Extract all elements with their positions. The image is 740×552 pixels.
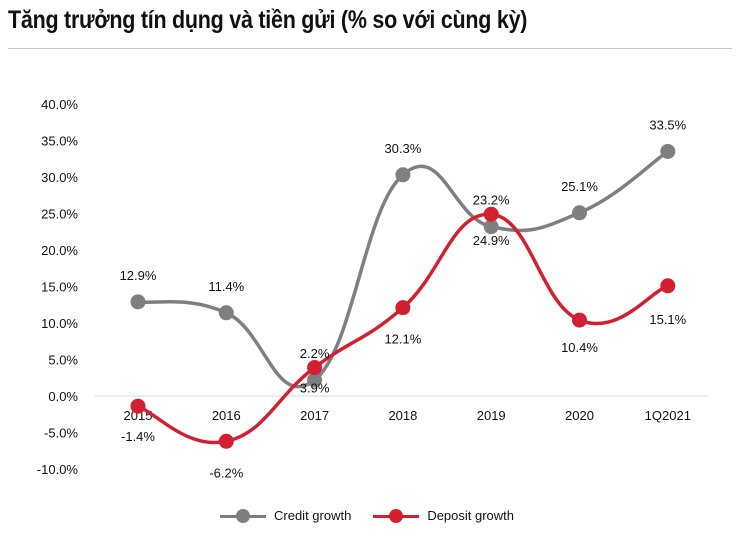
credit-point <box>395 167 411 183</box>
credit-point <box>483 219 499 235</box>
credit-data-label: 23.2% <box>473 193 510 208</box>
deposit-point <box>572 312 587 328</box>
x-tick-label: 2017 <box>300 408 329 423</box>
credit-data-label: 11.4% <box>208 279 244 294</box>
legend-swatch-credit <box>220 508 266 523</box>
deposit-data-label: 12.1% <box>384 332 421 347</box>
y-tick-label: 20.0% <box>41 243 78 258</box>
y-tick-label: 30.0% <box>41 170 78 185</box>
deposit-point <box>307 360 323 376</box>
deposit-data-label: 10.4% <box>561 340 598 355</box>
legend-item-credit: Credit growth <box>220 508 351 523</box>
credit-data-label: 12.9% <box>120 268 157 283</box>
deposit-data-label: -6.2% <box>209 465 243 480</box>
x-tick-label: 2019 <box>477 408 506 423</box>
y-tick-label: 5.0% <box>48 353 78 368</box>
credit-data-label: 2.2% <box>300 346 330 361</box>
credit-point <box>130 294 146 310</box>
credit-point <box>307 372 323 388</box>
chart-title: Tăng trưởng tín dụng và tiền gửi (% so v… <box>8 6 528 34</box>
deposit-point <box>395 300 411 316</box>
y-tick-label: -5.0% <box>44 426 78 441</box>
credit-point <box>660 143 676 159</box>
y-tick-label: -10.0% <box>37 462 79 477</box>
deposit-data-label: 24.9% <box>473 233 510 248</box>
deposit-point <box>130 398 146 414</box>
x-tick-label: 2016 <box>212 408 241 423</box>
y-tick-label: 25.0% <box>41 207 78 222</box>
x-tick-label: 1Q2021 <box>645 408 691 423</box>
credit-data-label: 33.5% <box>649 117 686 132</box>
title-divider <box>8 48 732 49</box>
credit-point <box>218 305 234 321</box>
deposit-point <box>660 278 676 294</box>
x-tick-label: 2020 <box>565 408 594 423</box>
credit-point <box>572 205 587 221</box>
chart-legend: Credit growth Deposit growth <box>220 508 536 523</box>
deposit-point <box>483 206 499 222</box>
legend-swatch-deposit <box>373 508 420 523</box>
credit-data-label: 25.1% <box>561 179 598 194</box>
deposit-data-label: 15.1% <box>649 312 686 327</box>
x-tick-label: 2018 <box>388 408 417 423</box>
deposit-data-label: -1.4% <box>121 429 155 444</box>
y-tick-label: 10.0% <box>41 316 78 331</box>
y-tick-label: 0.0% <box>48 389 78 404</box>
deposit-data-label: 3.9% <box>300 381 330 396</box>
legend-label-credit: Credit growth <box>274 508 352 523</box>
legend-item-deposit: Deposit growth <box>373 508 514 523</box>
credit-data-label: 30.3% <box>384 141 421 156</box>
y-tick-label: 15.0% <box>41 280 78 295</box>
legend-label-deposit: Deposit growth <box>427 508 515 523</box>
y-tick-label: 35.0% <box>41 134 78 149</box>
y-tick-label: 40.0% <box>41 97 78 112</box>
deposit-point <box>218 433 234 449</box>
